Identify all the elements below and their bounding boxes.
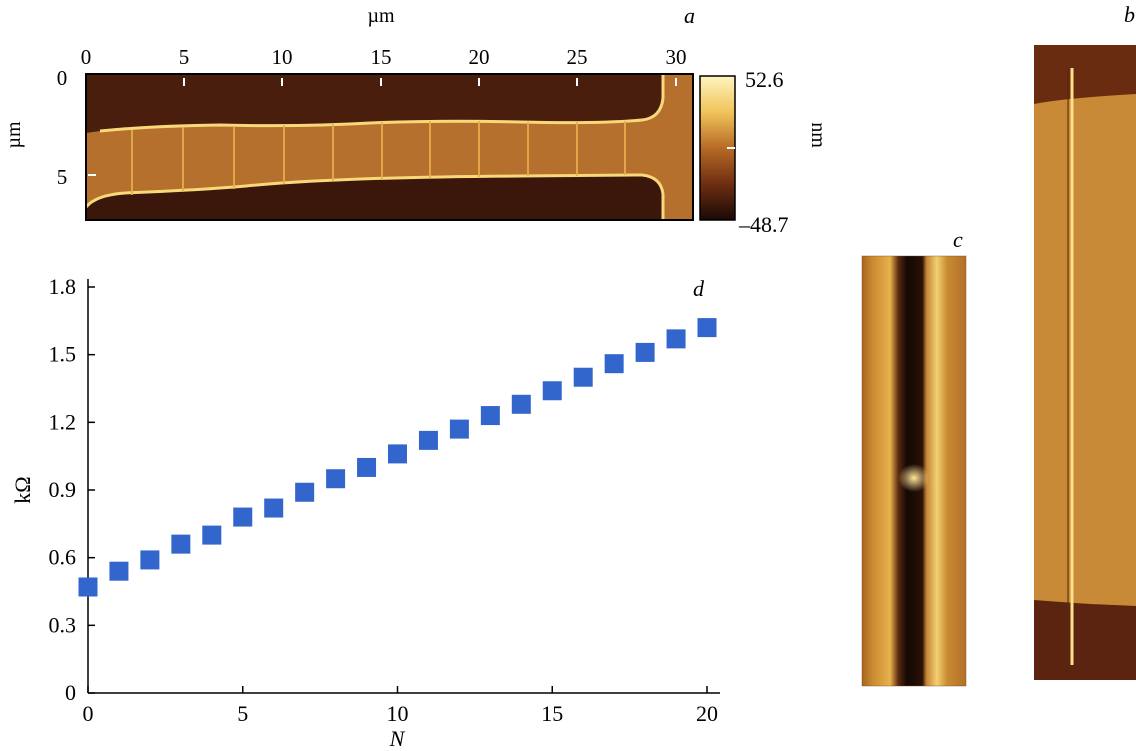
data-point (449, 419, 469, 439)
data-point (78, 577, 98, 597)
data-point (140, 550, 160, 570)
data-point (202, 525, 222, 545)
panel-a-x-tick: 20 (469, 45, 490, 69)
colorbar: 52.6 –48.7 nm (699, 67, 829, 237)
data-point (109, 561, 129, 581)
y-tick-label: 1.2 (49, 409, 77, 434)
y-tick-label: 1.5 (49, 342, 77, 367)
panel-a-letter: a (684, 3, 695, 28)
data-point (295, 482, 315, 502)
tick-labels: 0 5 10 15 20 0 0.3 0.6 0.9 1.2 1.5 1.8 (49, 274, 719, 726)
panel-d-letter: d (693, 276, 705, 301)
y-tick-label: 0.9 (49, 477, 77, 502)
y-tick-label: 0 (65, 680, 76, 705)
data-point (573, 367, 593, 387)
y-tick-label: 1.8 (49, 274, 77, 299)
panel-a-y-tick: 0 (57, 66, 68, 90)
data-point (171, 534, 191, 554)
data-point (233, 507, 253, 527)
data-point (511, 394, 531, 414)
panel-b: b (1034, 2, 1136, 680)
panel-b-letter: b (1124, 2, 1135, 27)
panel-a-x-unit: µm (367, 5, 395, 27)
panel-a-x-tick: 10 (272, 45, 293, 69)
x-axis-label: N (389, 726, 406, 751)
data-point (480, 406, 500, 426)
colorbar-unit: nm (807, 122, 829, 148)
data-point (666, 329, 686, 349)
colorbar-max-label: 52.6 (745, 67, 784, 92)
panel-a: a µm µm 0 5 10 15 20 25 30 0 5 (3, 3, 829, 237)
data-point (604, 354, 624, 374)
panel-c: c (861, 227, 967, 687)
panel-a-x-tick: 25 (567, 45, 588, 69)
data-point (388, 444, 407, 464)
data-point (635, 342, 655, 362)
colorbar-min-label: –48.7 (738, 212, 789, 237)
data-point (418, 430, 438, 450)
x-tick-label: 10 (387, 701, 409, 726)
x-tick-label: 20 (696, 701, 718, 726)
panel-a-x-tick: 5 (179, 45, 190, 69)
afm-image-a (84, 73, 694, 221)
data-point (326, 469, 346, 489)
y-axis-label: kΩ (10, 476, 35, 503)
panel-a-y-unit: µm (3, 121, 25, 149)
panel-a-x-tick: 15 (371, 45, 392, 69)
panel-a-x-tick: 30 (666, 45, 687, 69)
data-point (542, 381, 562, 401)
afm-image-c (861, 255, 967, 687)
data-point (357, 457, 377, 477)
x-tick-label: 0 (83, 701, 94, 726)
afm-image-b (1034, 45, 1136, 680)
data-markers (78, 318, 717, 597)
panel-a-y-tick: 5 (57, 165, 68, 189)
panel-a-x-tick: 0 (81, 45, 92, 69)
x-tick-label: 5 (237, 701, 248, 726)
data-point (697, 318, 717, 338)
panel-d: d 0 5 10 15 20 0 0.3 0.6 0.9 1.2 1.5 1.8 N kΩ (10, 274, 720, 751)
axis-ticks (87, 286, 708, 694)
panel-c-letter: c (953, 227, 963, 252)
data-point (264, 498, 284, 518)
y-tick-label: 0.6 (49, 545, 77, 570)
x-tick-label: 15 (541, 701, 563, 726)
y-tick-label: 0.3 (49, 612, 77, 637)
